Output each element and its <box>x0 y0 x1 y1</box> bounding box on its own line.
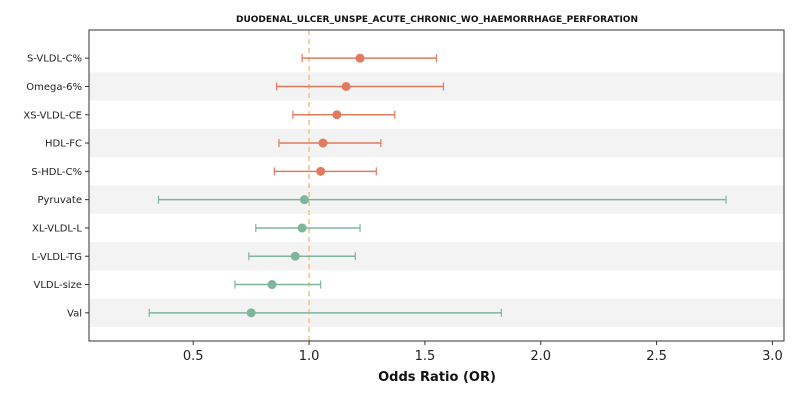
or-point <box>267 280 277 290</box>
or-point <box>341 81 351 91</box>
x-tick-label: 3.0 <box>762 349 783 364</box>
or-point <box>297 223 307 233</box>
x-tick-label: 1.0 <box>299 349 320 364</box>
y-tick-label: Val <box>67 308 82 319</box>
chart-title: DUODENAL_ULCER_UNSPE_ACUTE_CHRONIC_WO_HA… <box>236 15 638 25</box>
or-point <box>355 53 365 63</box>
x-tick-label: 1.5 <box>415 349 436 364</box>
y-tick-label: Omega-6% <box>26 82 82 93</box>
plot-frame <box>88 29 785 342</box>
x-axis: 0.5 1.0 1.5 2.0 2.5 3.0 <box>183 341 783 364</box>
y-axis-labels: S-VLDL-C% Omega-6% XS-VLDL-CE HDL-FC S-HDL-C… <box>23 54 89 319</box>
or-point <box>290 251 300 261</box>
x-tick-label: 0.5 <box>183 349 204 364</box>
y-tick-label: HDL-FC <box>45 139 82 150</box>
y-tick-label: VLDL-size <box>33 280 82 291</box>
x-tick-label: 2.0 <box>530 349 551 364</box>
or-point <box>299 195 309 205</box>
y-tick-label: XL-VLDL-L <box>32 223 82 234</box>
y-tick-label: S-HDL-C% <box>31 167 82 178</box>
or-point <box>246 308 256 318</box>
row-band <box>89 242 784 271</box>
y-tick-label: L-VLDL-TG <box>32 252 82 263</box>
data-marks <box>148 53 727 318</box>
y-tick-label: XS-VLDL-CE <box>23 110 82 121</box>
y-tick-label: S-VLDL-C% <box>27 54 82 65</box>
y-tick-label: Pyruvate <box>37 195 82 206</box>
or-point <box>318 138 328 148</box>
x-tick-label: 2.5 <box>646 349 667 364</box>
or-point <box>332 110 342 120</box>
or-point <box>316 166 326 176</box>
x-axis-label: Odds Ratio (OR) <box>378 370 496 385</box>
row-band <box>89 128 784 158</box>
